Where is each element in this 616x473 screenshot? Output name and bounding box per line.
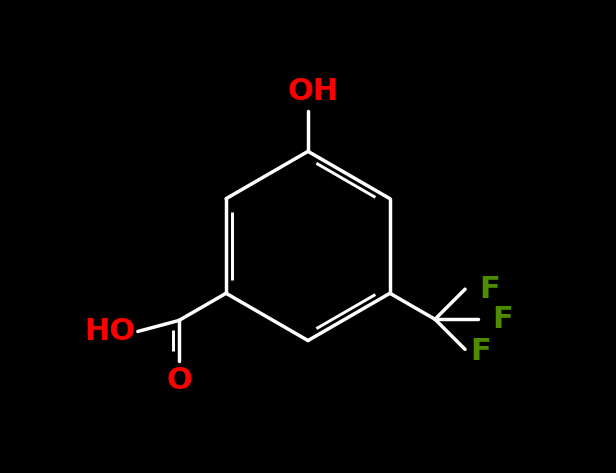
Text: HO: HO [84,317,136,346]
Text: F: F [493,305,514,334]
Text: O: O [166,366,192,395]
Text: F: F [479,275,500,304]
Text: F: F [470,337,490,366]
Text: OH: OH [287,78,338,106]
